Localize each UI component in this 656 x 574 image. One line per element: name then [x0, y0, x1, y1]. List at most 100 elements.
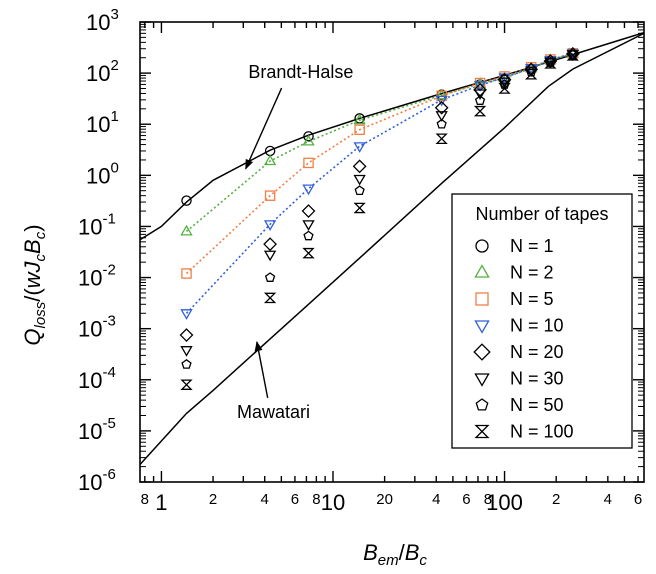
legend-label: N = 50	[510, 395, 564, 415]
legend-label: N = 30	[510, 369, 564, 389]
annotation-label: Brandt-Halse	[248, 62, 353, 82]
data-point	[434, 100, 449, 115]
y-tick-label: 101	[86, 108, 119, 137]
x-minor-tick-label: 2	[209, 491, 217, 508]
axis-ticks	[140, 21, 644, 483]
data-point	[436, 118, 447, 129]
x-minor-tick-label: 6	[462, 491, 470, 508]
data-point	[435, 95, 448, 107]
legend-label: N = 5	[510, 289, 554, 309]
data-point	[353, 202, 366, 214]
y-tick-label: 10-4	[78, 364, 116, 393]
data-point	[180, 309, 193, 320]
x-tick-label: 100	[486, 490, 523, 515]
data-point	[263, 237, 278, 252]
data-point	[180, 379, 193, 390]
data-point	[180, 224, 193, 236]
data-point	[181, 358, 192, 369]
data-point	[263, 250, 277, 262]
data-point	[263, 292, 277, 304]
legend-label: N = 1	[510, 236, 554, 256]
data-point	[352, 159, 367, 174]
y-tick-label: 10-6	[78, 466, 116, 495]
y-tick-label: 10-5	[78, 415, 116, 444]
data-point	[301, 204, 316, 218]
data-point	[525, 68, 538, 80]
legend-label: N = 2	[510, 263, 554, 283]
x-minor-tick-label: 20	[376, 491, 393, 508]
data-point	[181, 195, 192, 206]
annotation-arrow	[245, 87, 283, 170]
legend-label: N = 20	[510, 342, 564, 362]
data-point	[302, 220, 315, 231]
data-point	[263, 220, 277, 231]
data-point	[353, 174, 366, 186]
legend-marker	[474, 424, 490, 439]
annotations: Brandt-Halse Mawatari	[237, 62, 353, 422]
data-point	[264, 272, 276, 282]
legend-marker	[474, 320, 490, 334]
y-tick-label: 10-3	[78, 313, 116, 342]
data-point	[353, 113, 366, 125]
x-minor-tick-label: 8	[484, 491, 492, 508]
data-point	[179, 328, 194, 342]
data-point	[263, 154, 277, 166]
x-minor-tick-label: 6	[291, 491, 299, 508]
legend-label: N = 100	[510, 422, 574, 442]
data-point	[354, 185, 365, 196]
legend: Number of tapes N = 1 N = 2 N = 5 N = 10 N = …	[451, 193, 633, 449]
x-tick-label: 1	[155, 490, 167, 515]
data-point	[435, 133, 448, 144]
data-point	[302, 134, 315, 146]
legend-marker	[473, 343, 491, 361]
legend-label: N = 10	[510, 316, 564, 336]
data-point	[498, 77, 511, 89]
data-point	[303, 157, 314, 169]
data-point	[566, 50, 579, 61]
data-point	[435, 88, 448, 100]
data-point	[435, 111, 448, 122]
data-point	[303, 131, 314, 142]
data-point	[302, 247, 315, 259]
data-point	[473, 89, 487, 101]
data-point	[353, 142, 366, 153]
y-tick-label: 10-2	[78, 262, 116, 291]
plot-frame	[139, 21, 645, 483]
data-point	[567, 49, 578, 60]
series-100	[180, 50, 579, 390]
legend-marker	[475, 398, 489, 411]
data-point	[302, 184, 315, 196]
x-minor-tick-label: 6	[634, 491, 642, 508]
data-point	[264, 190, 276, 201]
x-minor-tick-label: 8	[141, 491, 149, 508]
x-axis-title: Bem/Bc	[363, 540, 427, 569]
y-axis-title: Qloss/(wJcBc)	[20, 224, 49, 345]
data-point	[474, 95, 486, 105]
legend-title: Number of tapes	[475, 204, 608, 224]
annotation-arrow	[254, 340, 269, 398]
data-point	[180, 346, 193, 357]
data-point	[499, 71, 510, 82]
data-point	[303, 230, 314, 241]
curve-mawatari	[140, 32, 644, 466]
x-minor-tick-label: 4	[604, 491, 612, 508]
y-tick-label: 102	[86, 57, 119, 86]
legend-marker	[475, 292, 489, 306]
x-minor-tick-label: 2	[552, 491, 560, 508]
fit-line	[185, 52, 574, 275]
y-tick-label: 103	[86, 6, 119, 35]
y-tick-label: 100	[86, 159, 119, 188]
data-point	[544, 58, 557, 69]
series-1	[181, 49, 579, 206]
data-point	[473, 105, 487, 117]
x-tick-label: 10	[321, 490, 345, 515]
data-point	[181, 268, 192, 279]
y-tick-labels: 10-6 10-5 10-4 10-3 10-2 10-1 100 101 102 103	[78, 6, 119, 495]
fit-lines	[185, 52, 574, 314]
x-minor-tick-label: 4	[261, 491, 269, 508]
data-markers	[179, 46, 580, 390]
x-minor-tick-label: 4	[432, 491, 440, 508]
annotation-label: Mawatari	[237, 402, 310, 422]
